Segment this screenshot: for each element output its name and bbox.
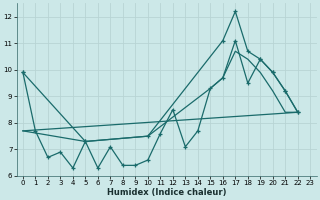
X-axis label: Humidex (Indice chaleur): Humidex (Indice chaleur) <box>107 188 226 197</box>
